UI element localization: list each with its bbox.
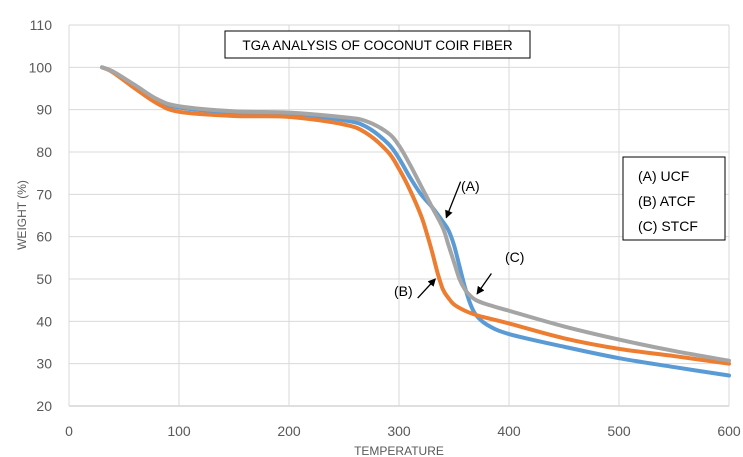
y-tick-labels: 20 30 40 50 60 70 80 90 100 110 (29, 17, 53, 414)
y-tick-label: 80 (36, 144, 52, 160)
y-tick-label: 90 (36, 102, 52, 118)
y-tick-label: 50 (36, 271, 52, 287)
x-tick-label: 300 (387, 423, 411, 439)
x-tick-label: 500 (607, 423, 631, 439)
annotation-arrow-b (417, 278, 436, 299)
x-tick-label: 200 (277, 423, 301, 439)
chart-title: TGA ANALYSIS OF COCONUT COIR FIBER (242, 38, 513, 53)
x-tick-label: 400 (497, 423, 521, 439)
annotation-arrows (417, 181, 492, 299)
y-tick-label: 110 (30, 17, 53, 33)
series-lines (100, 65, 731, 378)
series-line-stcf (100, 65, 731, 363)
x-tick-labels: 0 100 200 300 400 500 600 (65, 423, 741, 439)
legend-entry-ucf: (A) UCF (638, 168, 689, 184)
y-axis-title: WEIGHT (%) (15, 180, 29, 250)
annotation-c-label: (C) (505, 249, 524, 265)
annotation-a-label: (A) (461, 178, 480, 194)
chart-title-box (224, 30, 531, 59)
legend-entry-atcf: (B) ATCF (638, 193, 695, 209)
y-tick-label: 20 (36, 398, 52, 414)
annotation-b-label: (B) (394, 283, 413, 299)
annotation-arrow-a (445, 181, 462, 219)
annotation-arrow-c (476, 273, 492, 295)
y-tick-label: 30 (36, 356, 52, 372)
y-tick-label: 70 (36, 186, 52, 202)
y-tick-label: 40 (36, 313, 52, 329)
x-axis-title: TEMPERATURE (354, 444, 444, 457)
y-tick-label: 60 (36, 229, 52, 245)
x-tick-label: 0 (65, 423, 73, 439)
legend-entry-stcf: (C) STCF (638, 218, 698, 234)
legend-box (622, 156, 726, 241)
gridlines (68, 24, 730, 407)
series-line-atcf (100, 65, 731, 366)
x-tick-label: 600 (717, 423, 741, 439)
y-tick-label: 100 (29, 59, 53, 75)
x-tick-label: 100 (167, 423, 191, 439)
